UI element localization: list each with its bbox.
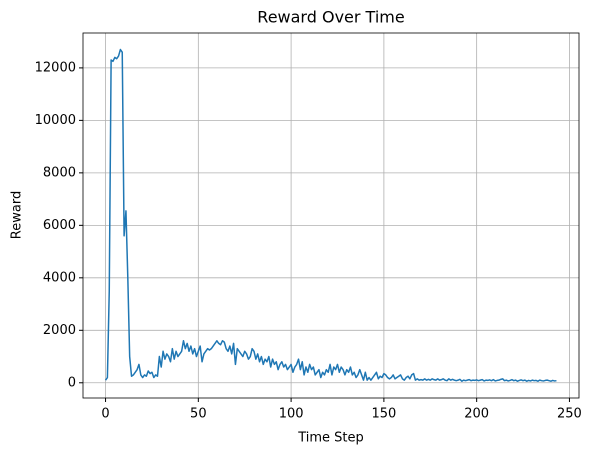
y-tick-label: 8000 bbox=[43, 165, 76, 180]
chart-title: Reward Over Time bbox=[257, 8, 404, 27]
x-tick-label: 0 bbox=[101, 407, 109, 422]
y-tick-label: 2000 bbox=[43, 323, 76, 338]
line-series bbox=[104, 48, 557, 382]
y-tick-label: 4000 bbox=[43, 270, 76, 285]
x-tick-label: 50 bbox=[190, 407, 207, 422]
y-tick-label: 12000 bbox=[35, 60, 76, 75]
y-tick-label: 6000 bbox=[43, 218, 76, 233]
y-axis-label: Reward bbox=[10, 191, 25, 239]
x-tick-label: 150 bbox=[371, 407, 396, 422]
x-axis-label: Time Step bbox=[297, 431, 364, 446]
plot-frame bbox=[82, 32, 580, 399]
x-tick-label: 250 bbox=[557, 407, 582, 422]
y-tick-label: 0 bbox=[68, 375, 76, 390]
x-tick-label: 200 bbox=[464, 407, 489, 422]
x-tick-label: 100 bbox=[279, 407, 304, 422]
y-tick-label: 10000 bbox=[35, 113, 76, 128]
